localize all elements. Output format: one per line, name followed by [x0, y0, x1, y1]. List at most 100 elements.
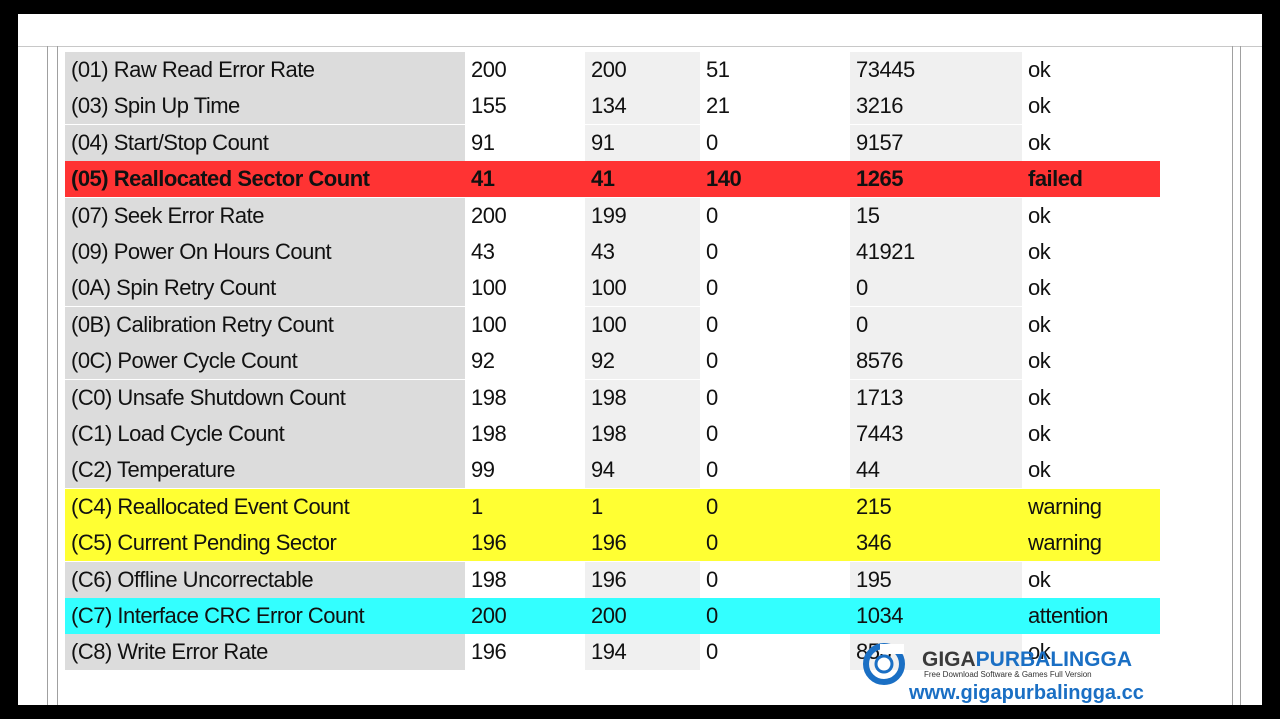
attribute-value: 0: [700, 525, 850, 562]
brand-part: GIGA: [922, 648, 976, 671]
attribute-name: (C5) Current Pending Sector: [65, 525, 465, 562]
attribute-value: warning: [1022, 488, 1160, 525]
attribute-name: (C6) Offline Uncorrectable: [65, 561, 465, 598]
attribute-value: ok: [1022, 270, 1160, 307]
attribute-name: (05) Reallocated Sector Count: [65, 161, 465, 198]
attribute-value: 196: [585, 561, 700, 598]
attribute-value: ok: [1022, 88, 1160, 125]
attribute-value: ok: [1022, 561, 1160, 598]
attribute-value: 41921: [850, 234, 1022, 270]
attribute-name: (0C) Power Cycle Count: [65, 343, 465, 380]
brand: GIGAPURBALINGGA: [922, 648, 1132, 672]
attribute-value: failed: [1022, 161, 1160, 198]
attribute-value: 134: [585, 88, 700, 125]
attribute-name: (C1) Load Cycle Count: [65, 416, 465, 452]
attribute-value: 7443: [850, 416, 1022, 452]
attribute-value: 195: [850, 561, 1022, 598]
attribute-value: 0: [700, 634, 850, 671]
attribute-value: 198: [585, 379, 700, 416]
attribute-value: 15: [850, 197, 1022, 234]
attribute-value: 200: [585, 598, 700, 634]
attribute-value: ok: [1022, 124, 1160, 161]
border: [57, 46, 58, 705]
attribute-value: 196: [465, 525, 585, 562]
attribute-value: 43: [585, 234, 700, 270]
attribute-value: ok: [1022, 379, 1160, 416]
tagline: Free Download Software & Games Full Vers…: [924, 670, 1092, 679]
attribute-value: ok: [1022, 634, 1160, 671]
logo: [863, 643, 905, 685]
attribute-value: 0: [700, 488, 850, 525]
attribute-value: 0: [700, 270, 850, 307]
attribute-value: 94: [585, 452, 700, 489]
attribute-value: attention: [1022, 598, 1160, 634]
attribute-value: 194: [585, 634, 700, 671]
attribute-value: 8576: [850, 343, 1022, 380]
attribute-value: ok: [1022, 452, 1160, 489]
attribute-value: 44: [850, 452, 1022, 489]
attribute-value: 1265: [850, 161, 1022, 198]
attribute-value: 41: [585, 161, 700, 198]
top-border: [18, 46, 1262, 47]
attribute-value: 0: [850, 270, 1022, 307]
attribute-value: 9157: [850, 124, 1022, 161]
attribute-value: 198: [465, 379, 585, 416]
attribute-value: 155: [465, 88, 585, 125]
attribute-name: (C8) Write Error Rate: [65, 634, 465, 671]
attribute-value: 200: [465, 598, 585, 634]
border: [47, 46, 48, 705]
attribute-name: (04) Start/Stop Count: [65, 124, 465, 161]
attribute-value: ok: [1022, 234, 1160, 270]
attribute-value: 0: [700, 379, 850, 416]
border: [1232, 46, 1233, 705]
attribute-value: 92: [585, 343, 700, 380]
attribute-value: 73445: [850, 52, 1022, 88]
attribute-value: 3216: [850, 88, 1022, 125]
attribute-value: 215: [850, 488, 1022, 525]
attribute-value: 346: [850, 525, 1022, 562]
attribute-value: ok: [1022, 416, 1160, 452]
brand-part: PURBALINGGA: [975, 648, 1133, 671]
attribute-name: (C4) Reallocated Event Count: [65, 488, 465, 525]
attribute-value: 43: [465, 234, 585, 270]
attribute-value: 0: [700, 234, 850, 270]
attribute-value: 1: [465, 488, 585, 525]
attribute-value: 0: [700, 197, 850, 234]
attribute-value: 198: [585, 416, 700, 452]
attribute-value: 1034: [850, 598, 1022, 634]
attribute-value: 100: [585, 306, 700, 343]
attribute-value: 200: [465, 52, 585, 88]
attribute-value: ok: [1022, 52, 1160, 88]
attribute-value: 41: [465, 161, 585, 198]
attribute-value: 1713: [850, 379, 1022, 416]
attribute-value: 0: [700, 343, 850, 380]
attribute-value: 100: [465, 306, 585, 343]
attribute-value: 198: [465, 561, 585, 598]
attribute-value: warning: [1022, 525, 1160, 562]
attribute-value: ok: [1022, 306, 1160, 343]
attribute-value: 99: [465, 452, 585, 489]
attribute-value: 196: [585, 525, 700, 562]
attribute-name: (0B) Calibration Retry Count: [65, 306, 465, 343]
attribute-value: 0: [700, 124, 850, 161]
attribute-value: 198: [465, 416, 585, 452]
attribute-value: 1: [585, 488, 700, 525]
attribute-value: 0: [700, 561, 850, 598]
attribute-name: (C0) Unsafe Shutdown Count: [65, 379, 465, 416]
border: [1240, 46, 1241, 705]
attribute-name: (09) Power On Hours Count: [65, 234, 465, 270]
attribute-value: 0: [700, 452, 850, 489]
attribute-value: 140: [700, 161, 850, 198]
attribute-name: (03) Spin Up Time: [65, 88, 465, 125]
attribute-value: 92: [465, 343, 585, 380]
attribute-value: 200: [585, 52, 700, 88]
attribute-value: ok: [1022, 197, 1160, 234]
attribute-value: 0: [700, 306, 850, 343]
url: www.gigapurbalingga.cc: [909, 682, 1144, 704]
attribute-name: (C2) Temperature: [65, 452, 465, 489]
attribute-value: 0: [700, 416, 850, 452]
attribute-name: (C7) Interface CRC Error Count: [65, 598, 465, 634]
attribute-value: 199: [585, 197, 700, 234]
attribute-value: ok: [1022, 343, 1160, 380]
